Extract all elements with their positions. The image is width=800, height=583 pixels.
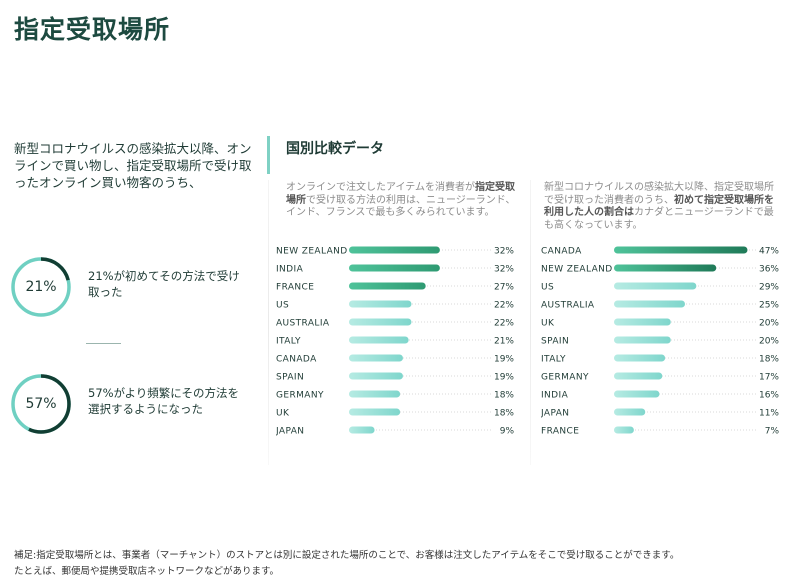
value-label: 17%: [759, 373, 779, 383]
section-title: 国別比較データ: [286, 141, 384, 157]
value-label: 36%: [759, 265, 779, 275]
ring-value: 21%: [25, 279, 57, 295]
bar: [614, 354, 666, 362]
ring-progress: [11, 257, 71, 317]
value-label: 11%: [759, 409, 779, 419]
bar: [614, 300, 685, 308]
value-label: 32%: [494, 247, 514, 257]
value-label: 25%: [759, 301, 779, 311]
description-segment: オンラインで注文したアイテムを消費者が: [286, 182, 475, 193]
category-label: ITALY: [541, 355, 566, 365]
category-label: SPAIN: [541, 337, 569, 347]
description-segment: 指定受取場所: [286, 182, 515, 206]
divider: [86, 343, 121, 344]
bar: [614, 426, 634, 434]
category-label: JAPAN: [276, 427, 304, 437]
panel-separator: [530, 180, 531, 465]
category-label: INDIA: [276, 265, 304, 275]
description-segment: で受け取る方法の利用は、ニュージーランド、インド、フランスで最も多くみられていま…: [286, 194, 516, 219]
value-label: 16%: [759, 391, 779, 401]
value-label: 19%: [494, 355, 514, 365]
value-label: 18%: [494, 391, 514, 401]
value-label: 21%: [494, 337, 514, 347]
bar: [349, 246, 440, 254]
page-title: 指定受取場所: [14, 15, 171, 44]
bar: [349, 390, 401, 398]
category-label: US: [276, 301, 289, 311]
bar: [614, 408, 646, 416]
bar: [614, 372, 663, 380]
category-label: US: [541, 283, 554, 293]
value-label: 32%: [494, 265, 514, 275]
category-label: FRANCE: [541, 427, 579, 437]
bar: [349, 300, 412, 308]
ring-chart: [11, 257, 71, 317]
bar: [349, 282, 426, 290]
bar: [614, 318, 671, 326]
category-label: GERMANY: [276, 391, 324, 401]
category-label: NEW ZEALAND: [276, 247, 348, 257]
bar: [349, 318, 412, 326]
category-label: GERMANY: [541, 373, 589, 383]
category-label: UK: [541, 319, 555, 329]
stat-text: 57%がより頻繁にその方法を選択するようになった: [88, 386, 240, 416]
bar: [614, 264, 717, 272]
panel-separator: [268, 180, 269, 465]
bar: [614, 282, 697, 290]
category-label: UK: [276, 409, 290, 419]
value-label: 22%: [494, 319, 514, 329]
stat-text: 21%が初めてその方法で受け取った: [88, 269, 240, 299]
footnote-line: たとえば、郵便局や提携受取店ネットワークなどがあります。: [14, 566, 280, 577]
ring-progress: [11, 374, 71, 434]
description-segment: 初めて指定受取場所を利用した人の割合は: [544, 194, 774, 219]
value-label: 18%: [494, 409, 514, 419]
value-label: 7%: [765, 427, 780, 437]
bar: [349, 336, 409, 344]
ring-value: 57%: [25, 396, 57, 412]
value-label: 27%: [494, 283, 514, 293]
category-label: ITALY: [276, 337, 301, 347]
category-label: CANADA: [276, 355, 317, 365]
intro-text: 新型コロナウイルスの感染拡大以降、オンラインで買い物し、指定受取場所で受け取った…: [14, 141, 252, 190]
value-label: 29%: [759, 283, 779, 293]
value-label: 19%: [494, 373, 514, 383]
category-label: NEW ZEALAND: [541, 265, 613, 275]
panel-description: 新型コロナウイルスの感染拡大以降、指定受取場所で受け取った消費者のうち、初めて指…: [544, 182, 776, 232]
description-segment: 新型コロナウイルスの感染拡大以降、指定受取場所で受け取った消費者のうち、: [544, 182, 774, 206]
value-label: 22%: [494, 301, 514, 311]
bar-chart-first-time: CANADA 47% NEW ZEALAND 36% US 29% AUSTRALIA 25%…: [541, 246, 780, 437]
category-label: INDIA: [541, 391, 569, 401]
panel-description: オンラインで注文したアイテムを消費者が指定受取場所で受け取る方法の利用は、ニュー…: [286, 182, 518, 220]
bar: [349, 264, 440, 272]
value-label: 20%: [759, 337, 779, 347]
bar-chart-usage: NEW ZEALAND 32% INDIA 32% FRANCE 27% US 22% AUST…: [276, 246, 515, 437]
footnote: 補足:指定受取場所とは、事業者（マーチャント）のストアとは別に設定された場所のこ…: [14, 548, 679, 580]
footnote-line: 補足:指定受取場所とは、事業者（マーチャント）のストアとは別に設定された場所のこ…: [14, 550, 680, 561]
category-label: CANADA: [541, 247, 582, 257]
value-label: 47%: [759, 247, 779, 257]
bar: [614, 390, 660, 398]
section-accent-bar: [267, 136, 270, 174]
category-label: AUSTRALIA: [541, 301, 595, 311]
ring-chart: [11, 374, 71, 434]
value-label: 18%: [759, 355, 779, 365]
category-label: FRANCE: [276, 283, 314, 293]
bar: [349, 426, 375, 434]
bar: [349, 372, 403, 380]
value-label: 9%: [500, 427, 515, 437]
bar: [349, 354, 403, 362]
category-label: JAPAN: [541, 409, 569, 419]
bar: [614, 336, 671, 344]
category-label: AUSTRALIA: [276, 319, 330, 329]
bar: [614, 246, 748, 254]
bar: [349, 408, 401, 416]
value-label: 20%: [759, 319, 779, 329]
category-label: SPAIN: [276, 373, 304, 383]
description-segment: カナダとニュージーランドで最も高くなっています。: [544, 207, 774, 231]
